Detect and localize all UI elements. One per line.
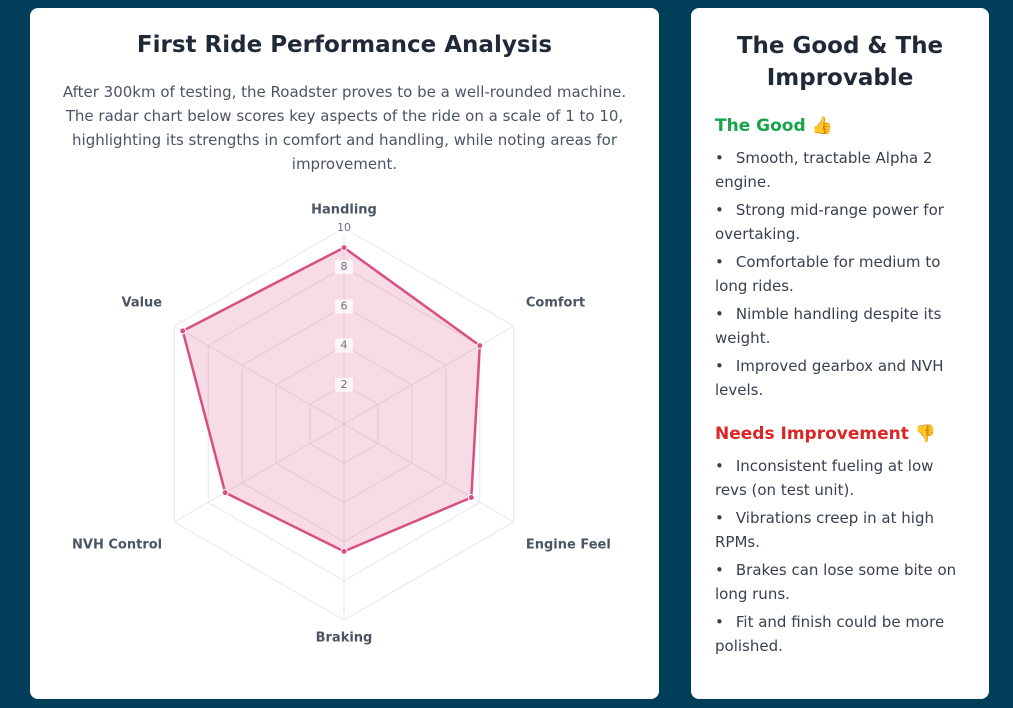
chart-description: After 300km of testing, the Roadster pro… xyxy=(62,83,627,173)
r-tick-label: 4 xyxy=(341,339,348,352)
tick-label-bg xyxy=(335,299,353,314)
list-item: Vibrations creep in at high RPMs. xyxy=(715,506,965,554)
tick-label-bg xyxy=(335,221,353,235)
tick-label-bg xyxy=(335,338,353,353)
grid-spoke xyxy=(174,325,345,425)
list-item: Fit and finish could be more polished. xyxy=(715,610,965,658)
axis-label: NVH Control xyxy=(72,538,162,553)
data-point xyxy=(179,327,187,335)
list-item: Strong mid-range power for overtaking. xyxy=(715,198,965,246)
list-item: Inconsistent fueling at low revs (on tes… xyxy=(715,454,965,502)
axis-label: Value xyxy=(121,296,162,311)
axis-label: Braking xyxy=(316,631,373,646)
chart-card: First Ride Performance Analysis After 30… xyxy=(30,8,659,699)
axis-label: Comfort xyxy=(526,296,585,311)
grid-spoke xyxy=(174,423,345,523)
r-tick-label: 10 xyxy=(337,221,351,234)
section-heading: The Good 👍 xyxy=(715,116,833,136)
data-point xyxy=(340,244,348,252)
radar-chart: 2 4 6 8 10 Handling Comfort Engine Feel Braking N… xyxy=(72,203,611,646)
sidebar-title: The Good & The Improvable xyxy=(736,33,944,91)
r-tick-label: 8 xyxy=(341,260,348,273)
axis-label: Engine Feel xyxy=(526,538,611,553)
sidebar-card: The Good & The Improvable The Good 👍 Smoo… xyxy=(691,8,989,699)
r-tick-label: 6 xyxy=(341,299,348,312)
section-list: Smooth, tractable Alpha 2 engine.Strong … xyxy=(691,146,989,402)
axis-label: Handling xyxy=(311,203,377,218)
data-point xyxy=(476,342,484,350)
tick-label-bg xyxy=(335,377,353,392)
data-area xyxy=(181,246,482,553)
r-tick-label: 2 xyxy=(341,378,348,391)
data-point xyxy=(467,494,475,501)
sections: The Good 👍 Smooth, tractable Alpha 2 engi… xyxy=(691,116,989,658)
grid-spoke xyxy=(343,423,514,523)
data-point xyxy=(221,489,229,497)
list-item: Improved gearbox and NVH levels. xyxy=(715,354,965,402)
section-heading: Needs Improvement 👎 xyxy=(715,424,936,444)
data-point xyxy=(340,547,348,555)
section-list: Inconsistent fueling at low revs (on tes… xyxy=(691,454,989,658)
chart-title: First Ride Performance Analysis xyxy=(136,32,553,58)
list-item: Comfortable for medium to long rides. xyxy=(715,250,965,298)
list-item: Nimble handling despite its weight. xyxy=(715,302,965,350)
list-item: Brakes can lose some bite on long runs. xyxy=(715,558,965,606)
tick-label-bg xyxy=(335,260,353,275)
list-item: Smooth, tractable Alpha 2 engine. xyxy=(715,146,965,194)
grid-spoke xyxy=(343,325,514,425)
